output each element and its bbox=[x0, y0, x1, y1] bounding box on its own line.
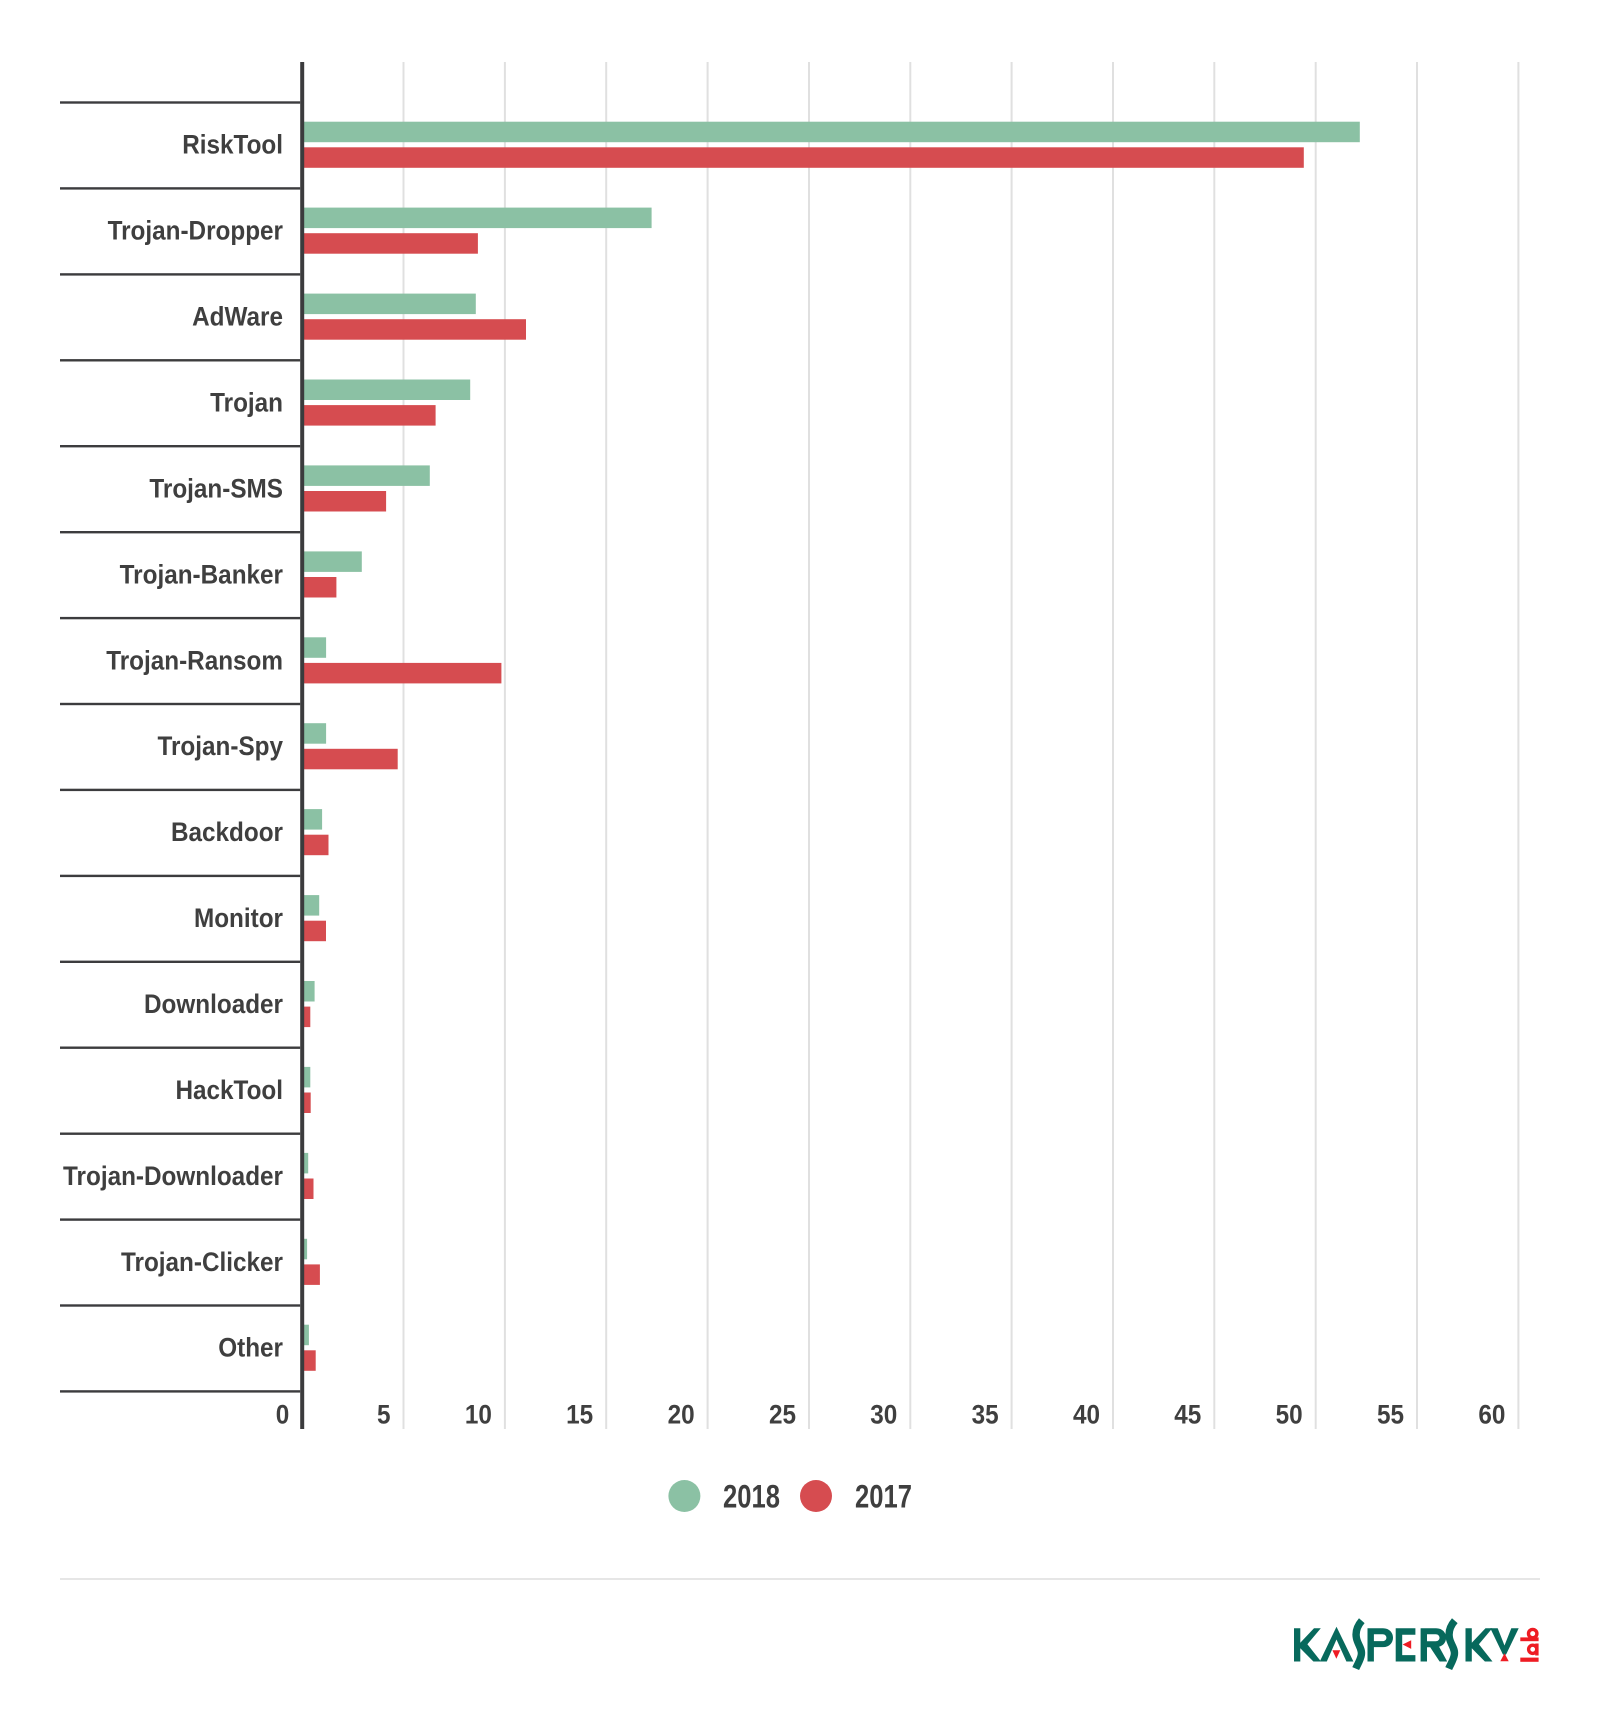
svg-text:50: 50 bbox=[1276, 1400, 1303, 1429]
svg-text:RiskTool: RiskTool bbox=[182, 131, 283, 160]
svg-text:10: 10 bbox=[465, 1400, 492, 1429]
svg-text:Trojan-Clicker: Trojan-Clicker bbox=[121, 1248, 283, 1277]
svg-text:2018: 2018 bbox=[723, 1480, 780, 1515]
svg-text:AdWare: AdWare bbox=[192, 302, 283, 331]
svg-text:Trojan-Banker: Trojan-Banker bbox=[120, 560, 283, 589]
svg-text:30: 30 bbox=[870, 1400, 897, 1429]
svg-text:Trojan-Ransom: Trojan-Ransom bbox=[106, 646, 283, 675]
svg-text:0: 0 bbox=[276, 1400, 290, 1429]
svg-text:25: 25 bbox=[769, 1400, 796, 1429]
svg-text:HackTool: HackTool bbox=[175, 1076, 283, 1105]
svg-text:20: 20 bbox=[668, 1400, 695, 1429]
svg-text:Downloader: Downloader bbox=[144, 990, 283, 1019]
svg-text:Trojan-Dropper: Trojan-Dropper bbox=[108, 216, 283, 245]
svg-text:55: 55 bbox=[1377, 1400, 1404, 1429]
svg-text:Other: Other bbox=[218, 1334, 283, 1363]
svg-text:Monitor: Monitor bbox=[194, 904, 283, 933]
svg-text:2017: 2017 bbox=[855, 1480, 912, 1515]
svg-text:Trojan-Spy: Trojan-Spy bbox=[157, 732, 283, 761]
svg-text:45: 45 bbox=[1174, 1400, 1201, 1429]
svg-text:15: 15 bbox=[566, 1400, 593, 1429]
svg-text:40: 40 bbox=[1073, 1400, 1100, 1429]
svg-text:Trojan-SMS: Trojan-SMS bbox=[149, 474, 283, 503]
svg-text:Trojan: Trojan bbox=[210, 388, 283, 417]
svg-text:60: 60 bbox=[1478, 1400, 1505, 1429]
svg-text:35: 35 bbox=[972, 1400, 999, 1429]
svg-text:Trojan-Downloader: Trojan-Downloader bbox=[63, 1162, 283, 1191]
svg-text:5: 5 bbox=[377, 1400, 391, 1429]
svg-text:Backdoor: Backdoor bbox=[171, 818, 283, 847]
